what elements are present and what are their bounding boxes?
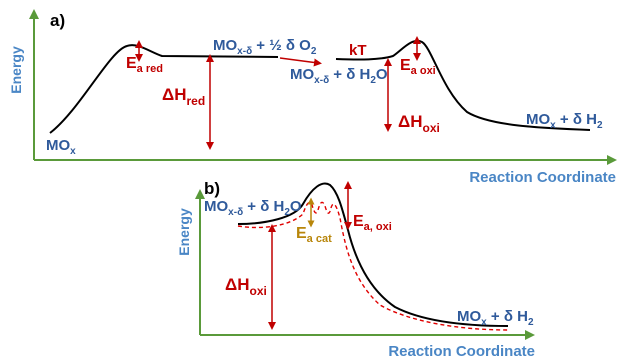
panel-a-energy-curve [49,39,591,134]
panel-a-dh-red-label: ΔHred [162,85,205,108]
panel-b: Energy Reaction Coordinate b) MOx-δ + δ … [176,179,535,358]
panel-b-reactant-label: MOx-δ + δ H2O [204,198,302,218]
panel-a-ea-red-label: Ea red [126,55,163,75]
panel-a-x-axis-label: Reaction Coordinate [469,169,616,186]
panel-b-label: b) [204,179,220,198]
panel-a-product-label: MOx + δ H2 [526,111,603,131]
panel-b-ea-oxi-label: Ea, oxi [353,213,392,233]
panel-b-dh-oxi-label: ΔHoxi [225,275,267,298]
panel-b-ea-cat-label: Ea cat [296,225,332,245]
panel-a-dh-oxi-label: ΔHoxi [398,112,440,135]
panel-a-ea-oxi-label: Ea oxi [400,57,436,77]
panel-a-mox-start-label: MOx [46,137,76,157]
panel-a-label: a) [50,11,65,30]
panel-b-x-axis-label: Reaction Coordinate [388,343,535,358]
panel-a-kt-arrow [279,57,322,67]
panel-a-kt-label: kT [349,42,367,59]
panel-a-y-axis-label: Energy [8,46,24,94]
panel-b-energy-curve [237,182,509,327]
panel-a-reduced-state-label: MOx-δ + ½ δ O2 [213,37,317,57]
panel-b-product-label: MOx + δ H2 [457,308,534,328]
panel-b-y-axis-label: Energy [176,208,192,256]
panel-a-after-kt-label: MOx-δ + δ H2O [290,66,388,86]
panel-a: Energy Reaction Coordinate a) MOx Ea red… [8,9,617,186]
